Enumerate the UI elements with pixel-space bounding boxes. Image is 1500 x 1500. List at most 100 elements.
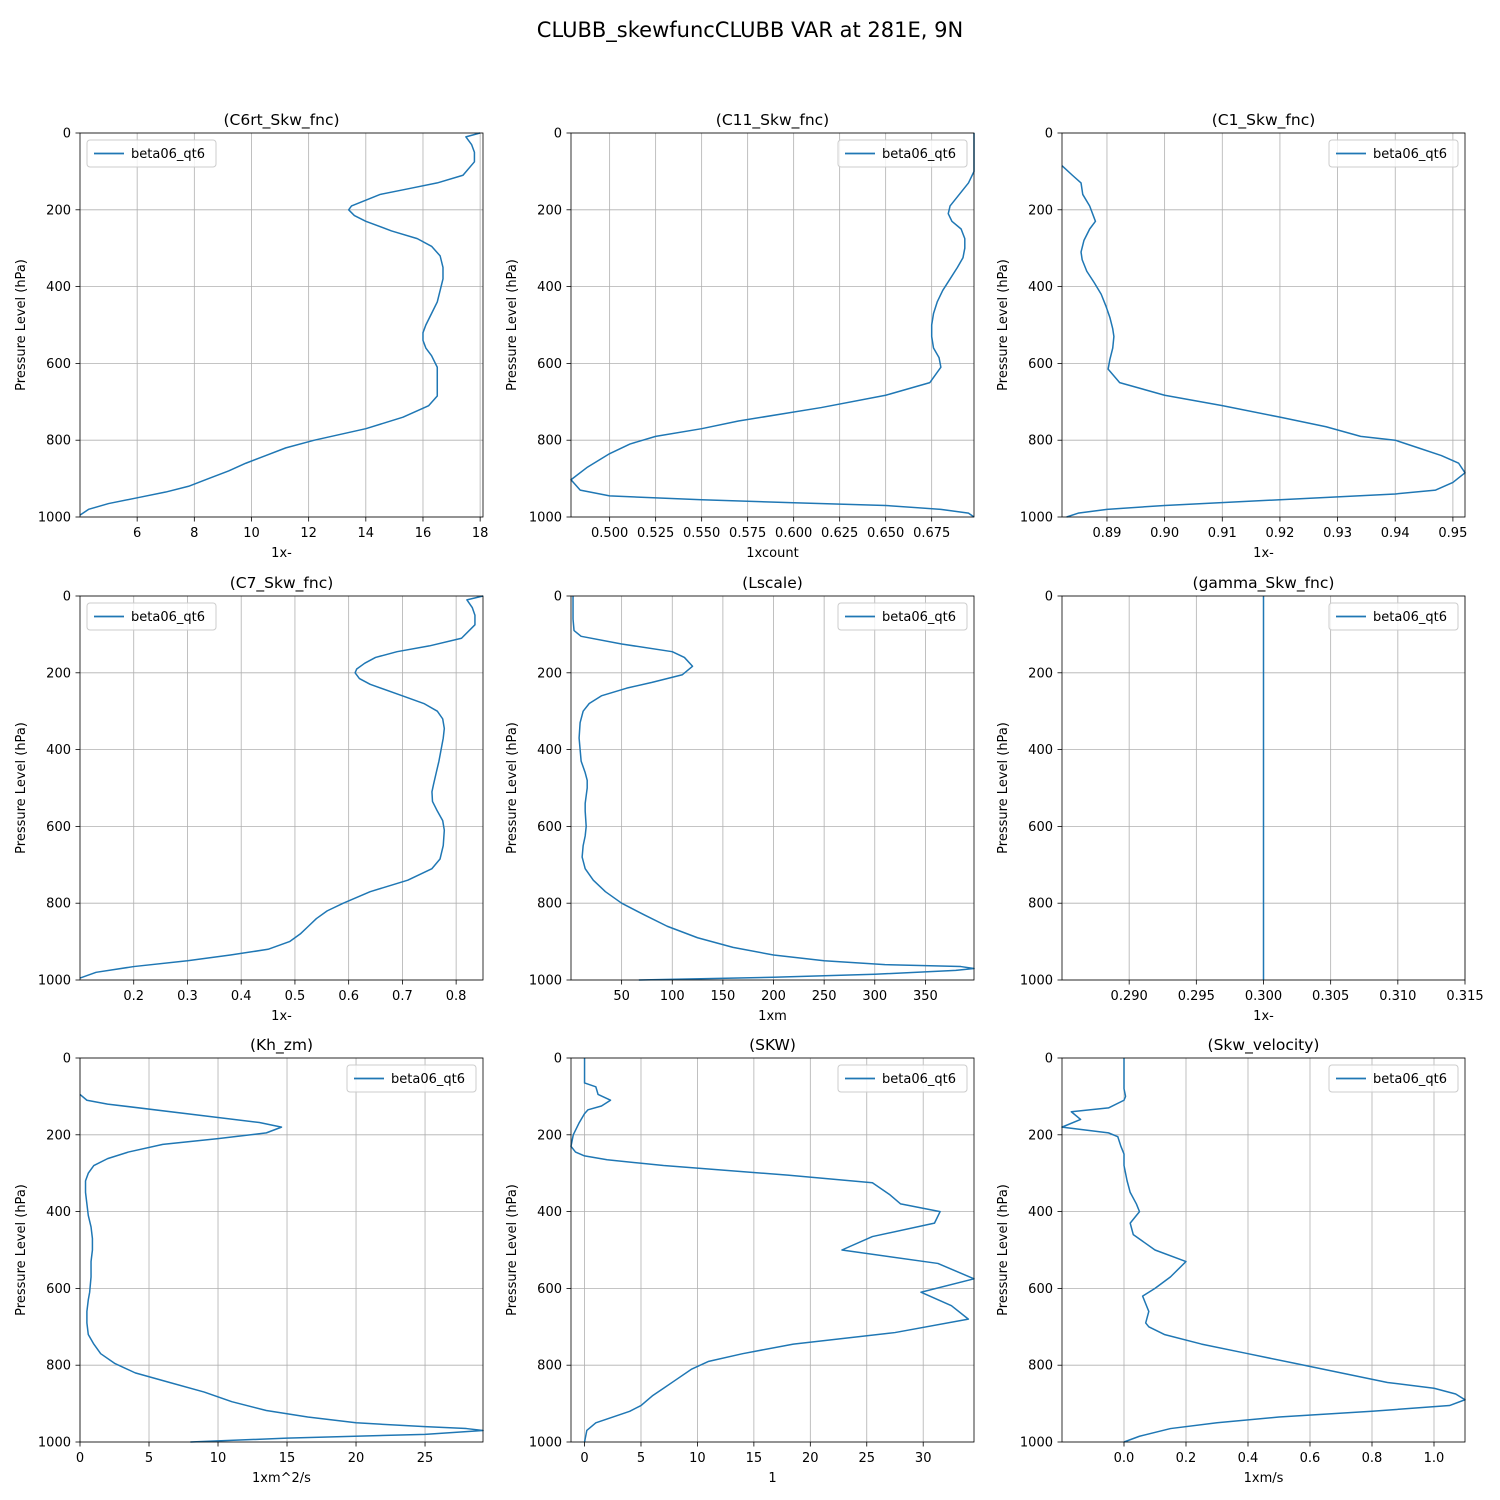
chart-1-xtick-label-4: 14 xyxy=(358,526,375,541)
chart-6-legend: beta06_qt6 xyxy=(1328,602,1459,631)
chart-3-legend-label: beta06_qt6 xyxy=(1373,147,1447,162)
chart-8-xtick-label-1: 5 xyxy=(637,1451,645,1466)
chart-1-xtick-label-1: 8 xyxy=(190,526,198,541)
chart-8-xlabel: 1 xyxy=(768,1471,776,1486)
chart-4-xtick-label-6: 0.8 xyxy=(446,989,467,1004)
chart-2-ytick-label-1: 200 xyxy=(537,203,562,218)
chart-8-xtick-label-0: 0 xyxy=(580,1451,588,1466)
chart-2-grid xyxy=(571,132,974,518)
chart-9-ytick-label-0: 0 xyxy=(1045,1052,1053,1067)
chart-3-ytick-label-2: 400 xyxy=(1028,280,1053,295)
chart-1-legend: beta06_qt6 xyxy=(86,139,217,168)
chart-4-xtick-label-5: 0.7 xyxy=(392,989,413,1004)
chart-7-xtick-label-2: 10 xyxy=(210,1451,227,1466)
chart-4-ytick-label-4: 800 xyxy=(46,897,71,912)
chart-1-ytick-label-3: 600 xyxy=(46,357,71,372)
chart-3-legend-box xyxy=(1328,139,1459,168)
chart-4-xlabel: 1x- xyxy=(271,1009,292,1024)
chart-9-xtick-label-5: 1.0 xyxy=(1424,1451,1445,1466)
chart-9: 0.0 0.2 0.4 0.6 0.8 1.0 0 200 400 600 800 1000 (Skw_… xyxy=(996,1036,1466,1486)
chart-9-ytick-label-5: 1000 xyxy=(1020,1436,1053,1451)
chart-1-legend-label: beta06_qt6 xyxy=(131,147,205,162)
chart-6-ytick-label-3: 600 xyxy=(1028,820,1053,835)
subplot-grid: 6 8 10 12 14 16 1802004006008001000(C6rt_Skw_f… xyxy=(14,111,1484,1486)
chart-1-ylabel: Pressure Level (hPa) xyxy=(14,259,29,391)
chart-6-xtick-label-3: 0.305 xyxy=(1312,989,1349,1004)
chart-5-xlabel: 1xm xyxy=(758,1009,787,1024)
chart-2-ytick-label-3: 600 xyxy=(537,357,562,372)
chart-3-xlabel: 1x- xyxy=(1253,546,1274,561)
chart-7-xtick-label-4: 20 xyxy=(348,1451,365,1466)
chart-5-legend-box xyxy=(837,602,968,631)
chart-7-plot-area xyxy=(80,1058,483,1442)
chart-1-xtick-label-2: 10 xyxy=(243,526,260,541)
chart-6-title: (gamma_Skw_fnc) xyxy=(1193,574,1335,593)
chart-1-plot-area xyxy=(80,133,483,517)
chart-4-xtick-label-2: 0.4 xyxy=(231,989,252,1004)
chart-7-xtick-label-5: 25 xyxy=(417,1451,434,1466)
chart-4-title: (C7_Skw_fnc) xyxy=(230,574,334,593)
chart-1-title: (C6rt_Skw_fnc) xyxy=(223,111,339,130)
chart-3-xtick-label-3: 0.92 xyxy=(1265,526,1294,541)
chart-7-ytick-label-1: 200 xyxy=(46,1128,71,1143)
chart-5-ylabel: Pressure Level (hPa) xyxy=(505,722,520,854)
chart-5-ytick-label-4: 800 xyxy=(537,897,562,912)
figure-title: CLUBB_skewfuncCLUBB VAR at 281E, 9N xyxy=(537,18,963,43)
chart-9-xtick-label-2: 0.4 xyxy=(1238,1451,1259,1466)
chart-7-ytick-label-0: 0 xyxy=(63,1052,71,1067)
chart-2: 0.500 0.525 0.550 0.575 0.600 0.625 0.650 0.675… xyxy=(505,111,975,561)
chart-1-ytick-label-4: 800 xyxy=(46,434,71,449)
chart-3: 0.89 0.90 0.91 0.92 0.93 0.94 0.95 0 200 400 600 80… xyxy=(996,111,1467,561)
chart-8-legend-label: beta06_qt6 xyxy=(882,1072,956,1087)
chart-2-xtick-label-6: 0.650 xyxy=(867,526,904,541)
chart-4: 0.2 0.3 0.4 0.5 0.6 0.7 0.8 0 200 400 600 800 1000 (C… xyxy=(14,574,484,1024)
chart-9-xlabel: 1xm/s xyxy=(1244,1471,1284,1486)
chart-8-xtick-label-2: 10 xyxy=(689,1451,706,1466)
chart-3-title: (C1_Skw_fnc) xyxy=(1212,111,1316,130)
chart-4-ytick-label-1: 200 xyxy=(46,666,71,681)
chart-3-ytick-label-3: 600 xyxy=(1028,357,1053,372)
chart-5-xtick-label-1: 100 xyxy=(660,989,685,1004)
chart-1-legend-box xyxy=(86,139,217,168)
chart-2-plot-area xyxy=(571,133,974,517)
chart-4-ylabel: Pressure Level (hPa) xyxy=(14,722,29,854)
chart-6-ytick-label-5: 1000 xyxy=(1020,974,1053,989)
chart-2-xtick-label-4: 0.600 xyxy=(775,526,812,541)
chart-8-ytick-label-3: 600 xyxy=(537,1282,562,1297)
chart-6-ylabel: Pressure Level (hPa) xyxy=(996,722,1011,854)
chart-7-ylabel: Pressure Level (hPa) xyxy=(14,1184,29,1316)
chart-2-xlabel: 1xcount xyxy=(746,546,798,561)
chart-6-xtick-label-2: 0.300 xyxy=(1245,989,1282,1004)
chart-3-xtick-label-0: 0.89 xyxy=(1092,526,1121,541)
chart-7-ytick-label-2: 400 xyxy=(46,1205,71,1220)
chart-9-ytick-label-2: 400 xyxy=(1028,1205,1053,1220)
chart-5-xtick-label-3: 200 xyxy=(761,989,786,1004)
chart-8-ytick-label-2: 400 xyxy=(537,1205,562,1220)
chart-9-series-1-line xyxy=(1061,1058,1466,1443)
chart-6-xtick-label-4: 0.310 xyxy=(1379,989,1416,1004)
chart-3-axes-frame xyxy=(1061,132,1466,518)
chart-9-xtick-label-3: 0.6 xyxy=(1300,1451,1321,1466)
chart-4-plot-area xyxy=(80,596,483,980)
chart-4-xtick-label-3: 0.5 xyxy=(285,989,306,1004)
chart-8-series-1-line xyxy=(570,1058,975,1443)
chart-2-ytick-label-2: 400 xyxy=(537,280,562,295)
chart-5-series-1-line xyxy=(572,596,975,981)
chart-9-xtick-label-1: 0.2 xyxy=(1176,1451,1197,1466)
chart-6: 0.290 0.295 0.300 0.305 0.310 0.315 0 200 400 600… xyxy=(996,574,1484,1024)
chart-5-ytick-label-2: 400 xyxy=(537,743,562,758)
chart-9-title: (Skw_velocity) xyxy=(1208,1036,1320,1055)
chart-8-ylabel: Pressure Level (hPa) xyxy=(505,1184,520,1316)
chart-6-xtick-label-5: 0.315 xyxy=(1446,989,1483,1004)
chart-8-ytick-label-0: 0 xyxy=(554,1052,562,1067)
chart-5-legend: beta06_qt6 xyxy=(837,602,968,631)
chart-2-ytick-label-0: 0 xyxy=(554,127,562,142)
chart-4-xtick-label-1: 0.3 xyxy=(177,989,198,1004)
chart-4-ytick-label-3: 600 xyxy=(46,820,71,835)
chart-5-xtick-label-2: 150 xyxy=(710,989,735,1004)
chart-8-plot-area xyxy=(571,1058,974,1442)
chart-3-legend: beta06_qt6 xyxy=(1328,139,1459,168)
chart-6-xlabel: 1x- xyxy=(1253,1009,1274,1024)
chart-7-legend-box xyxy=(346,1064,477,1093)
